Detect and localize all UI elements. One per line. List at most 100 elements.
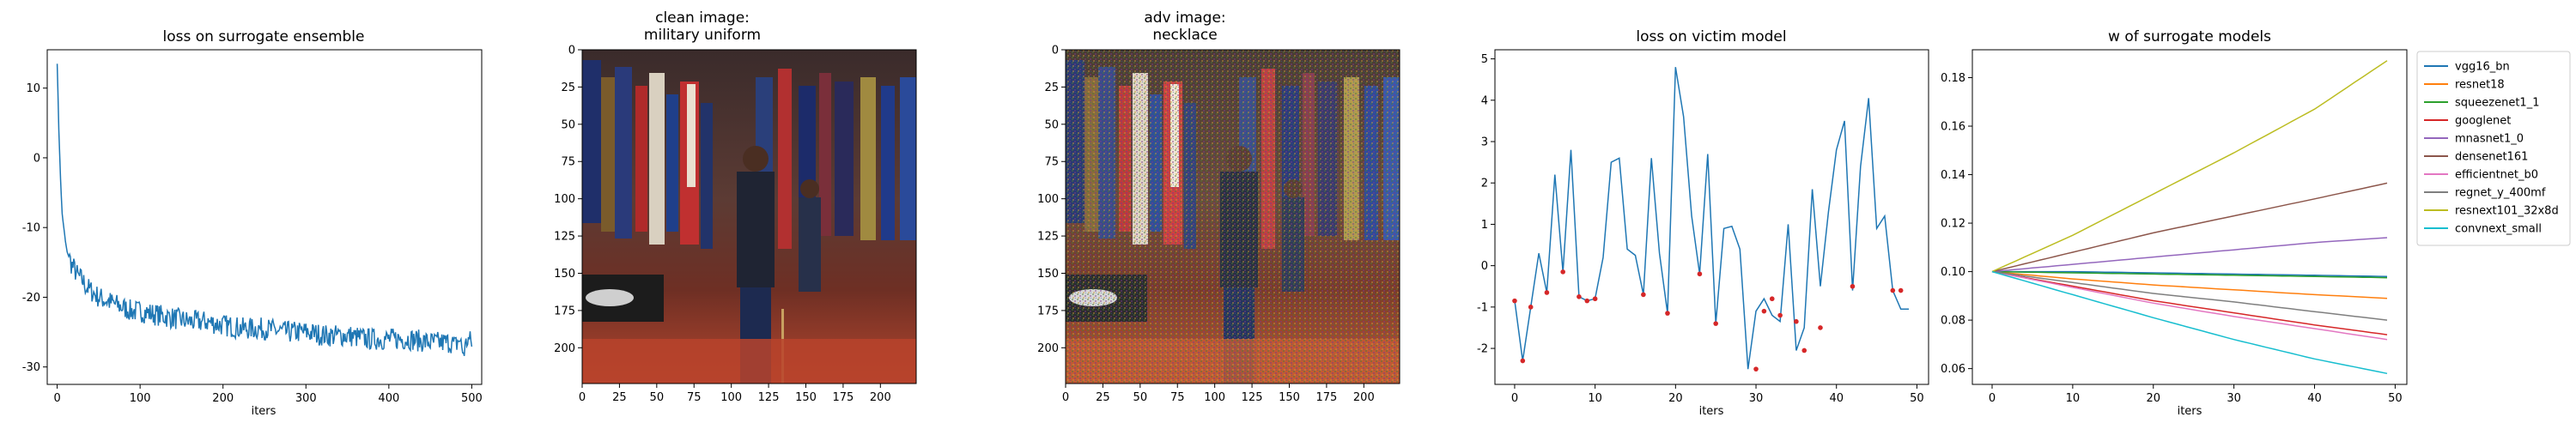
x-axis-label: iters xyxy=(1699,405,1724,418)
y-tick-label: 175 xyxy=(554,305,575,317)
x-tick-label: 75 xyxy=(687,391,702,404)
series-line xyxy=(1991,270,2388,299)
y-tick-label: 100 xyxy=(554,193,575,206)
legend-entry: squeezenet1_1 xyxy=(2455,97,2539,110)
y-tick-label: 5 xyxy=(1481,53,1488,66)
axes-frame xyxy=(581,49,917,384)
x-tick-label: 200 xyxy=(212,392,234,405)
y-tick-label: -2 xyxy=(1477,343,1488,356)
x-tick-label: 25 xyxy=(612,391,627,404)
x-axis-label: iters xyxy=(252,405,276,418)
series-line xyxy=(1991,237,2388,273)
y-tick-label: 75 xyxy=(561,156,575,169)
y-tick-label: 50 xyxy=(1044,118,1059,131)
data-point xyxy=(1528,305,1534,310)
x-tick-label: 0 xyxy=(1062,391,1069,404)
x-tick-label: 30 xyxy=(2227,392,2241,405)
series-line xyxy=(1991,270,2388,335)
data-point xyxy=(1641,292,1646,298)
y-tick-label: 0.12 xyxy=(1941,218,1965,231)
data-point xyxy=(1777,312,1783,318)
x-tick-label: 175 xyxy=(1315,391,1337,404)
data-point xyxy=(1697,271,1703,277)
data-point xyxy=(1584,298,1590,304)
y-axis: 0 25 50 75 100 125 150 175 200 xyxy=(1037,45,1066,355)
axes-frame xyxy=(1065,49,1400,384)
legend-entry: mnasnet1_0 xyxy=(2455,133,2524,146)
chart-title: loss on surrogate ensemble xyxy=(163,28,365,45)
data-point xyxy=(1761,308,1767,314)
data-point xyxy=(1769,296,1775,302)
x-tick-label: 125 xyxy=(1242,391,1263,404)
y-tick-label: 100 xyxy=(1037,193,1059,206)
x-tick-label: 100 xyxy=(720,391,742,404)
x-axis: 0 25 50 75 100 125 150 175 200 xyxy=(579,384,891,404)
y-tick-label: 1 xyxy=(1481,219,1488,232)
x-axis-label: iters xyxy=(2178,405,2202,418)
plot-area xyxy=(56,63,473,356)
x-tick-label: 40 xyxy=(1829,392,1844,405)
y-tick-label: 3 xyxy=(1481,136,1488,149)
y-tick-label: 25 xyxy=(1044,82,1059,94)
series-line xyxy=(1992,270,2388,277)
x-tick-label: 30 xyxy=(1749,392,1764,405)
chart-title: w of surrogate models xyxy=(2108,28,2271,45)
y-tick-label: 0.14 xyxy=(1941,169,1965,182)
data-point xyxy=(1898,287,1904,293)
x-tick-label: 300 xyxy=(295,392,317,405)
data-point xyxy=(1512,298,1517,304)
plot-area xyxy=(1991,60,2388,375)
axes-frame xyxy=(1971,49,2408,385)
x-tick-label: 150 xyxy=(1279,391,1300,404)
series-line xyxy=(1991,270,2388,375)
chart-title-line1: adv image: xyxy=(1144,9,1225,27)
y-tick-label: 0.10 xyxy=(1941,266,1965,279)
y-tick-label: 4 xyxy=(1481,94,1488,107)
x-tick-label: 500 xyxy=(461,392,483,405)
y-axis: 10 0 -10 -20 -30 xyxy=(22,82,47,374)
axes-frame xyxy=(46,49,483,385)
y-tick-label: 200 xyxy=(554,342,575,355)
x-tick-label: 125 xyxy=(758,391,780,404)
x-tick-label: 175 xyxy=(832,391,854,404)
y-tick-label: 0 xyxy=(1052,45,1059,57)
x-axis: 0 10 20 30 40 50 xyxy=(1511,384,1924,405)
data-point xyxy=(1520,358,1526,364)
chart-victim-loss: loss on victim model 0 10 20 30 40 50 543210-… xyxy=(1477,28,1929,418)
x-tick-label: 400 xyxy=(378,392,399,405)
y-tick-label: 200 xyxy=(1037,342,1059,355)
y-tick-label: -20 xyxy=(22,292,40,305)
y-tick-label: 175 xyxy=(1037,305,1059,317)
x-tick-label: 10 xyxy=(2066,392,2081,405)
y-tick-label: 25 xyxy=(561,82,575,94)
x-tick-label: 25 xyxy=(1096,391,1110,404)
y-tick-label: 0 xyxy=(568,45,575,57)
data-point xyxy=(1818,325,1823,330)
y-tick-label: 125 xyxy=(554,231,575,244)
clean-image xyxy=(582,50,916,384)
chart-title-line2: necklace xyxy=(1152,27,1217,44)
y-tick-label: 0.08 xyxy=(1941,315,1965,328)
data-point xyxy=(1890,287,1896,293)
data-point xyxy=(1544,290,1550,295)
axes-frame xyxy=(1494,49,1929,385)
legend: vgg16_bn resnet18 squeezenet1_1 googlenet mn… xyxy=(2416,51,2571,246)
legend-entry: densenet161 xyxy=(2455,151,2528,164)
x-axis: 0 100 200 300 400 500 xyxy=(53,384,483,405)
data-point xyxy=(1713,321,1718,326)
legend-frame xyxy=(2416,51,2571,246)
x-tick-label: 50 xyxy=(1910,392,1924,405)
y-axis: 5 4 3 2 1 0 -1 -2 xyxy=(1477,53,1495,356)
chart-surrogate-weights: w of surrogate models 0 10 20 30 40 50 0.180.… xyxy=(1941,28,2408,418)
adversarial-image xyxy=(1066,50,1400,384)
y-tick-label: 0.16 xyxy=(1941,121,1965,134)
x-tick-label: 50 xyxy=(2388,392,2403,405)
y-axis: 0 25 50 75 100 125 150 175 200 xyxy=(554,45,582,355)
chart-title-line2: military uniform xyxy=(644,27,761,44)
data-point xyxy=(1850,283,1856,289)
y-tick-label: 150 xyxy=(554,268,575,281)
legend-entry: vgg16_bn xyxy=(2455,61,2510,74)
data-point xyxy=(1577,293,1582,299)
y-tick-label: 0 xyxy=(1481,260,1488,273)
